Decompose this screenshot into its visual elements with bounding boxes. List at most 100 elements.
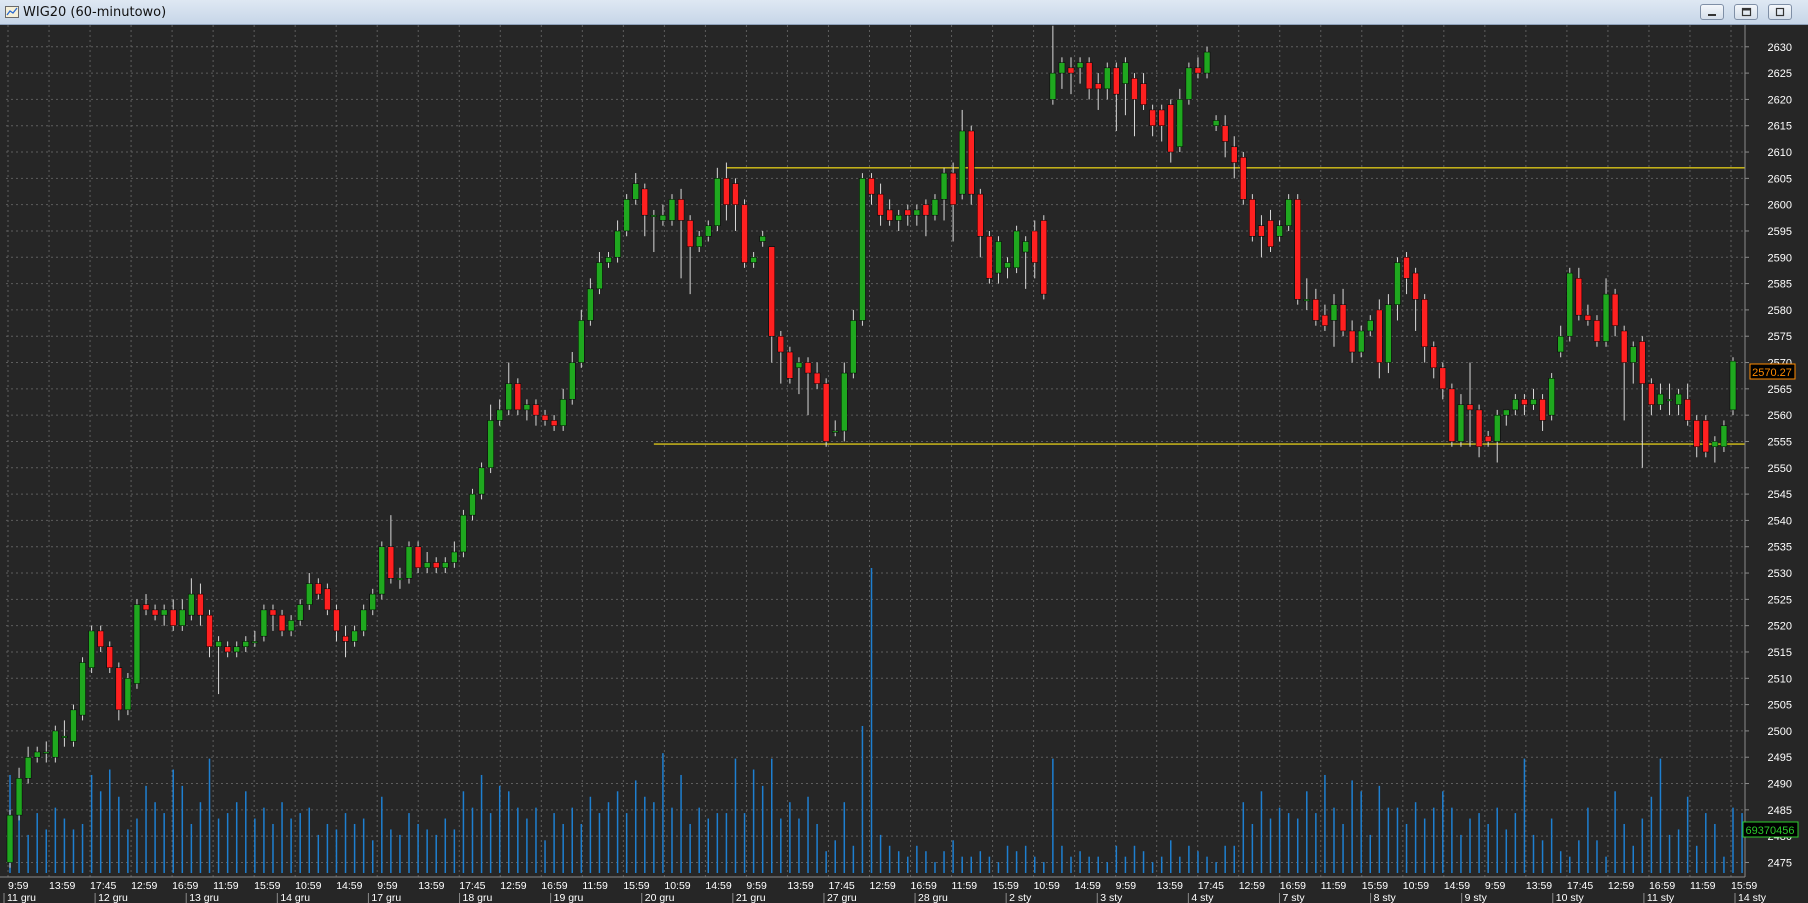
volume-bar	[1133, 845, 1136, 873]
candle-body-down	[877, 193, 884, 216]
candle-body-down	[1639, 341, 1646, 384]
candle	[1439, 362, 1447, 400]
candle	[714, 167, 721, 231]
candle	[1076, 57, 1084, 84]
candle	[296, 599, 304, 626]
candle-body-down	[1140, 83, 1147, 105]
volume-bar	[226, 813, 229, 873]
volume-bar	[752, 769, 755, 873]
candle-body-down	[822, 383, 830, 442]
volume-bar	[716, 813, 719, 873]
time-tick-label: 9:59	[1485, 880, 1506, 892]
volume-bar	[1233, 845, 1235, 873]
candle-body-up	[614, 230, 621, 258]
candle	[732, 178, 739, 231]
candle-body-up	[1058, 62, 1066, 74]
candlestick-chart[interactable]: 2475248024852490249525002505251025152520…	[0, 25, 1808, 903]
maximize-button[interactable]	[1734, 4, 1758, 20]
candle-body-up	[1530, 399, 1537, 405]
time-axis-area	[0, 877, 1808, 903]
candle-body-down	[387, 546, 395, 579]
candle-body-up	[1512, 399, 1519, 411]
volume-bar	[997, 862, 1000, 873]
candle-body-up	[405, 546, 413, 579]
candle	[1548, 373, 1555, 421]
candle-body-up	[958, 130, 966, 195]
candle-body-down	[686, 220, 694, 248]
candle-body-up	[1303, 299, 1311, 302]
candle-body-down	[432, 562, 440, 569]
chart-grid	[6, 25, 1745, 877]
candle	[895, 209, 902, 231]
candle	[1584, 304, 1592, 326]
candle-body-down	[1693, 420, 1700, 447]
candle-body-up	[188, 593, 195, 616]
volume-bar	[1115, 845, 1118, 873]
volume-bar	[1215, 862, 1217, 873]
price-tick-label: 2490	[1768, 779, 1792, 791]
candle-body-down	[1376, 309, 1383, 363]
volume-bar	[562, 823, 564, 873]
candle-body-up	[1330, 304, 1338, 321]
candle	[1004, 257, 1011, 279]
candle-body-down	[1484, 435, 1492, 442]
candle	[1321, 304, 1329, 331]
candle-body-down	[333, 609, 340, 632]
close-button[interactable]	[1768, 4, 1792, 20]
volume-bar	[1006, 845, 1009, 873]
volume-bar	[1061, 845, 1063, 873]
candle-body-up	[913, 209, 921, 216]
candle	[1394, 257, 1401, 321]
candle-body-down	[1648, 383, 1655, 405]
time-tick-label: 13:59	[787, 880, 813, 892]
candle	[423, 551, 431, 574]
candle-body-up	[714, 178, 721, 226]
candle-body-up	[859, 178, 866, 321]
candle-body-up	[795, 362, 803, 369]
candle	[1521, 394, 1528, 416]
volume-bar	[1197, 851, 1199, 873]
volume-bar	[1695, 845, 1698, 873]
volume-bar	[897, 851, 900, 873]
candle	[904, 204, 912, 226]
candle	[233, 641, 240, 658]
candle-body-down	[886, 209, 893, 221]
volume-bar	[1414, 802, 1417, 873]
time-tick-label: 12:59	[1239, 880, 1265, 892]
candle-body-down	[115, 667, 123, 711]
candle-body-up	[841, 372, 848, 432]
candle-body-up	[650, 214, 658, 217]
candle-body-down	[777, 335, 785, 353]
candle-body-up	[351, 630, 358, 642]
candle	[659, 204, 667, 226]
candle-body-down	[904, 209, 912, 216]
volume-bar	[1351, 780, 1353, 873]
volume-bar	[462, 791, 465, 873]
price-tick-label: 2525	[1768, 594, 1792, 606]
candle	[1212, 115, 1220, 131]
volume-bar	[199, 802, 202, 873]
volume-bar	[1033, 856, 1036, 873]
candle	[1675, 388, 1682, 416]
price-tick-label: 2500	[1768, 726, 1792, 738]
candle	[1530, 388, 1537, 410]
volume-bar	[72, 829, 75, 873]
minimize-button[interactable]	[1700, 4, 1724, 20]
candle	[541, 409, 549, 426]
candle	[559, 388, 567, 431]
candle	[1693, 415, 1700, 458]
candle	[97, 625, 104, 652]
candle-body-up	[396, 578, 404, 581]
time-tick-label: 14:59	[1075, 880, 1101, 892]
volume-bar	[535, 807, 537, 873]
candle	[550, 415, 558, 431]
candle-body-down	[1521, 399, 1528, 405]
candle	[160, 604, 168, 626]
candle	[15, 767, 23, 821]
close-icon	[1775, 7, 1785, 17]
candle	[1058, 57, 1066, 89]
volume-bar	[616, 791, 619, 873]
candle	[623, 194, 630, 237]
volume-bar	[290, 818, 292, 873]
candle	[650, 209, 658, 253]
